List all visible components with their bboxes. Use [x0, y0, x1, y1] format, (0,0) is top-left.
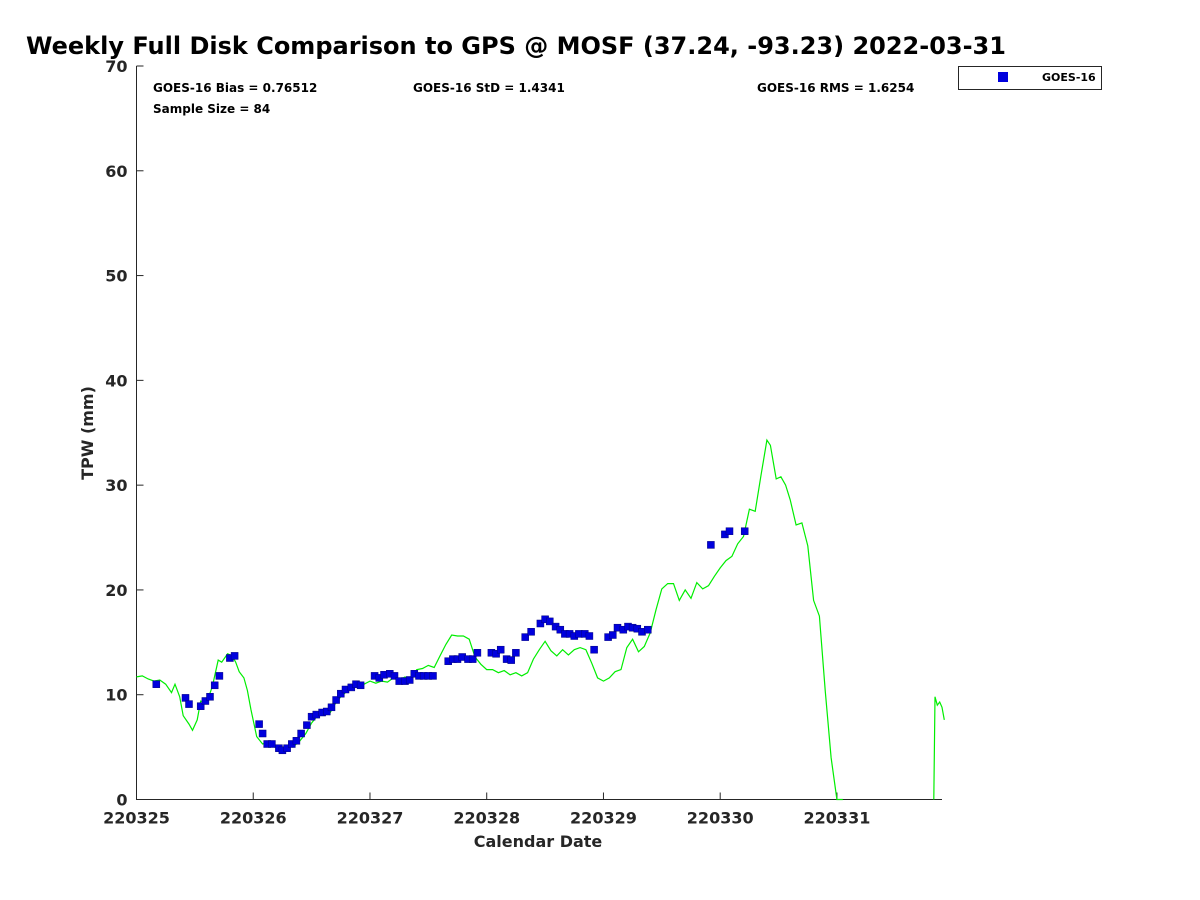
y-tick-label: 30 [105, 476, 127, 495]
y-tick-label: 70 [105, 57, 127, 76]
x-ticks: 220325 220326 220327 220328 220329 220330 2203… [103, 792, 871, 828]
goes-data-point [492, 650, 500, 658]
y-tick-label: 10 [105, 686, 127, 705]
goes-data-point [210, 681, 219, 690]
std-stat: GOES-16 StD = 1.4341 [413, 81, 565, 95]
goes-data-point [507, 656, 515, 664]
y-tick-label: 50 [105, 267, 127, 286]
goes-data-point [292, 737, 301, 745]
legend-marker [998, 72, 1008, 82]
goes-data-point [230, 652, 239, 660]
goes-data-point [196, 702, 205, 710]
legend-label: GOES-16 [1042, 71, 1096, 84]
goes-data-point [707, 541, 715, 549]
goes-data-point [303, 721, 311, 729]
goes-data-point [546, 617, 554, 626]
y-axis-label: TPW (mm) [78, 386, 97, 480]
plot-area [136, 66, 942, 800]
y-tick-label: 40 [105, 371, 127, 390]
goes-data-point [268, 740, 276, 748]
gps-series-line [136, 438, 843, 801]
goes-data-point [512, 649, 520, 657]
goes-data-point [536, 619, 545, 628]
goes-data-point [206, 693, 214, 701]
x-tick-label: 220327 [337, 809, 404, 828]
goes-data-point [429, 672, 437, 680]
x-tick-label: 220330 [687, 809, 754, 828]
goes-data-point [215, 672, 224, 680]
legend: GOES-16 [958, 66, 1102, 90]
goes-data-point [590, 645, 598, 654]
goes-data-point [283, 744, 291, 752]
goes-data-point [496, 645, 505, 654]
goes-data-point [258, 729, 267, 738]
y-tick-label: 20 [105, 581, 127, 600]
goes-data-point [527, 628, 535, 636]
goes-data-point [337, 689, 345, 698]
x-tick-label: 220329 [570, 809, 637, 828]
y-ticks: 0 10 20 30 40 50 60 70 [105, 57, 144, 810]
y-tick-label: 60 [105, 162, 127, 181]
goes-data-point [201, 697, 210, 705]
x-axis-label: Calendar Date [474, 832, 603, 851]
goes-data-point [740, 527, 749, 535]
goes-data-point [332, 696, 340, 704]
goes-data-point [390, 672, 399, 680]
goes-data-point [468, 655, 477, 663]
x-tick-label: 220325 [103, 809, 170, 828]
goes-data-point [255, 720, 263, 728]
goes-data-point [556, 625, 565, 634]
gps-lines [136, 438, 945, 801]
goes-data-point [356, 681, 365, 690]
x-tick-label: 220328 [453, 809, 520, 828]
goes-data-point [725, 527, 734, 535]
goes-data-point [585, 632, 594, 640]
chart-title: Weekly Full Disk Comparison to GPS @ MOS… [26, 32, 1006, 60]
x-tick-label: 220331 [804, 809, 871, 828]
sample-size-stat: Sample Size = 84 [153, 102, 270, 116]
goes-data-point [185, 700, 193, 708]
goes-data-point [609, 631, 617, 639]
goes-data-point [327, 703, 336, 712]
y-tick-label: 0 [116, 791, 127, 810]
goes-data-point [323, 707, 331, 716]
goes-data-point [405, 676, 414, 684]
legend-box [958, 66, 1102, 90]
x-tick-label: 220326 [220, 809, 287, 828]
goes-data-point [152, 680, 161, 688]
gps-series-line [933, 696, 945, 800]
goes-data-point [297, 729, 305, 738]
goes-data-point [521, 633, 529, 641]
goes-data-point [473, 649, 482, 657]
bias-stat: GOES-16 Bias = 0.76512 [153, 81, 317, 95]
rms-stat: GOES-16 RMS = 1.6254 [757, 81, 914, 95]
goes-points [152, 527, 749, 755]
goes-data-point [644, 625, 652, 634]
